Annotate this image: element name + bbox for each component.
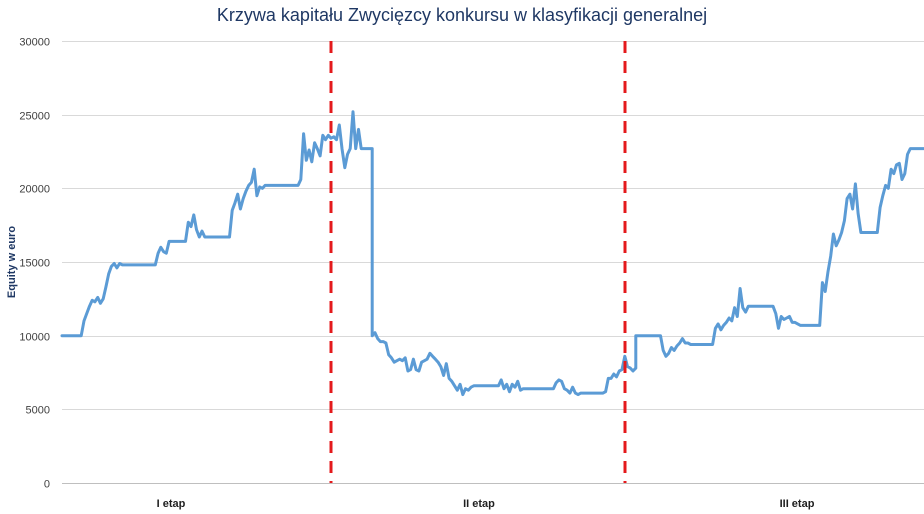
x-category-label: I etap xyxy=(157,498,186,510)
series-layer xyxy=(60,110,924,397)
y-axis-label: Equity w euro xyxy=(6,226,18,298)
chart-title: Krzywa kapitału Zwycięzcy konkursu w kla… xyxy=(217,5,707,25)
x-category-label: III etap xyxy=(780,498,815,510)
y-tick-label: 0 xyxy=(44,479,50,491)
y-tick-label: 10000 xyxy=(19,332,50,344)
x-category-label: II etap xyxy=(463,498,495,510)
y-tick-label: 5000 xyxy=(26,405,50,417)
gridlines xyxy=(62,41,924,410)
y-tick-label: 15000 xyxy=(19,258,50,270)
equity-series-line xyxy=(60,110,924,397)
y-tick-label: 20000 xyxy=(19,184,50,196)
y-axis-ticks: 0 5000 10000 15000 20000 25000 30000 xyxy=(19,37,50,491)
x-axis-categories: I etap II etap III etap xyxy=(157,498,815,510)
y-tick-label: 30000 xyxy=(19,37,50,49)
y-tick-label: 25000 xyxy=(19,111,50,123)
stage-dividers xyxy=(329,41,627,483)
